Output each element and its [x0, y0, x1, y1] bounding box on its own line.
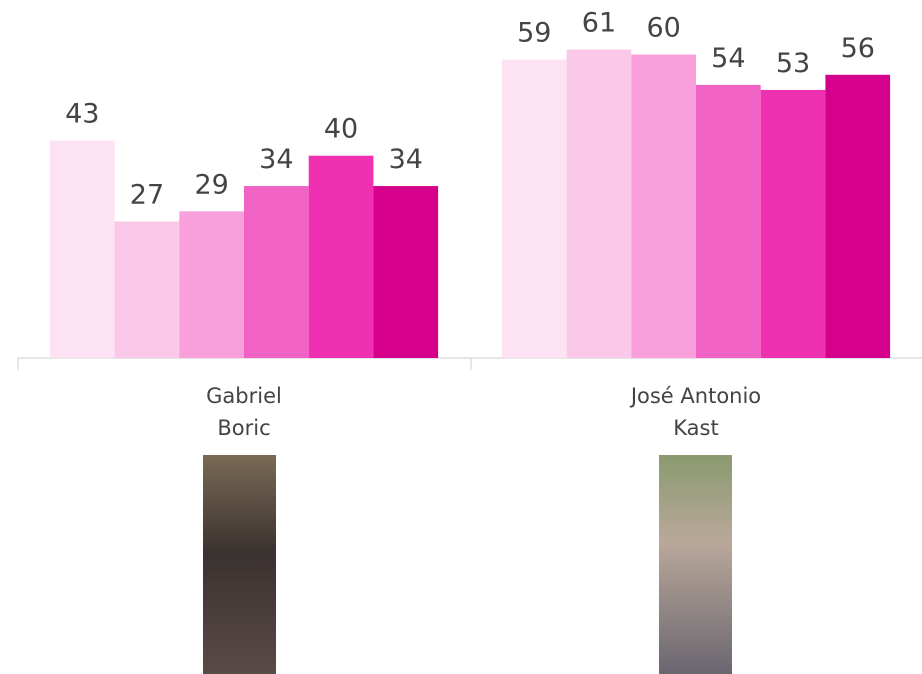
value-label: 40 — [324, 114, 358, 145]
bar — [761, 90, 826, 358]
value-label: 34 — [259, 144, 293, 175]
value-label: 43 — [65, 99, 99, 130]
bar — [309, 156, 374, 358]
value-label: 53 — [776, 48, 810, 79]
bar — [115, 221, 180, 358]
category-label: José Antonio Kast — [546, 380, 846, 444]
value-label: 34 — [389, 144, 423, 175]
chart: 43 27 29 34 40 34 59 61 60 54 53 56 — [0, 0, 922, 674]
bar — [244, 186, 309, 358]
page: 43 27 29 34 40 34 59 61 60 54 53 56 Gabriel Boric Jo… — [0, 0, 922, 674]
value-label: 59 — [517, 18, 551, 49]
bar — [373, 186, 438, 358]
value-label: 61 — [582, 8, 616, 39]
value-label: 56 — [841, 33, 875, 64]
bar — [567, 50, 632, 358]
bar — [50, 141, 115, 358]
value-label: 29 — [194, 169, 228, 200]
bar — [825, 75, 890, 358]
value-label: 54 — [711, 43, 745, 74]
bar — [631, 55, 696, 358]
bar — [179, 211, 244, 358]
portrait-photo — [659, 455, 732, 674]
category-label: Gabriel Boric — [94, 380, 394, 444]
value-label: 27 — [130, 179, 164, 210]
bar — [696, 85, 761, 358]
bar — [502, 60, 567, 358]
portrait-photo — [203, 455, 276, 674]
value-label: 60 — [646, 13, 680, 44]
